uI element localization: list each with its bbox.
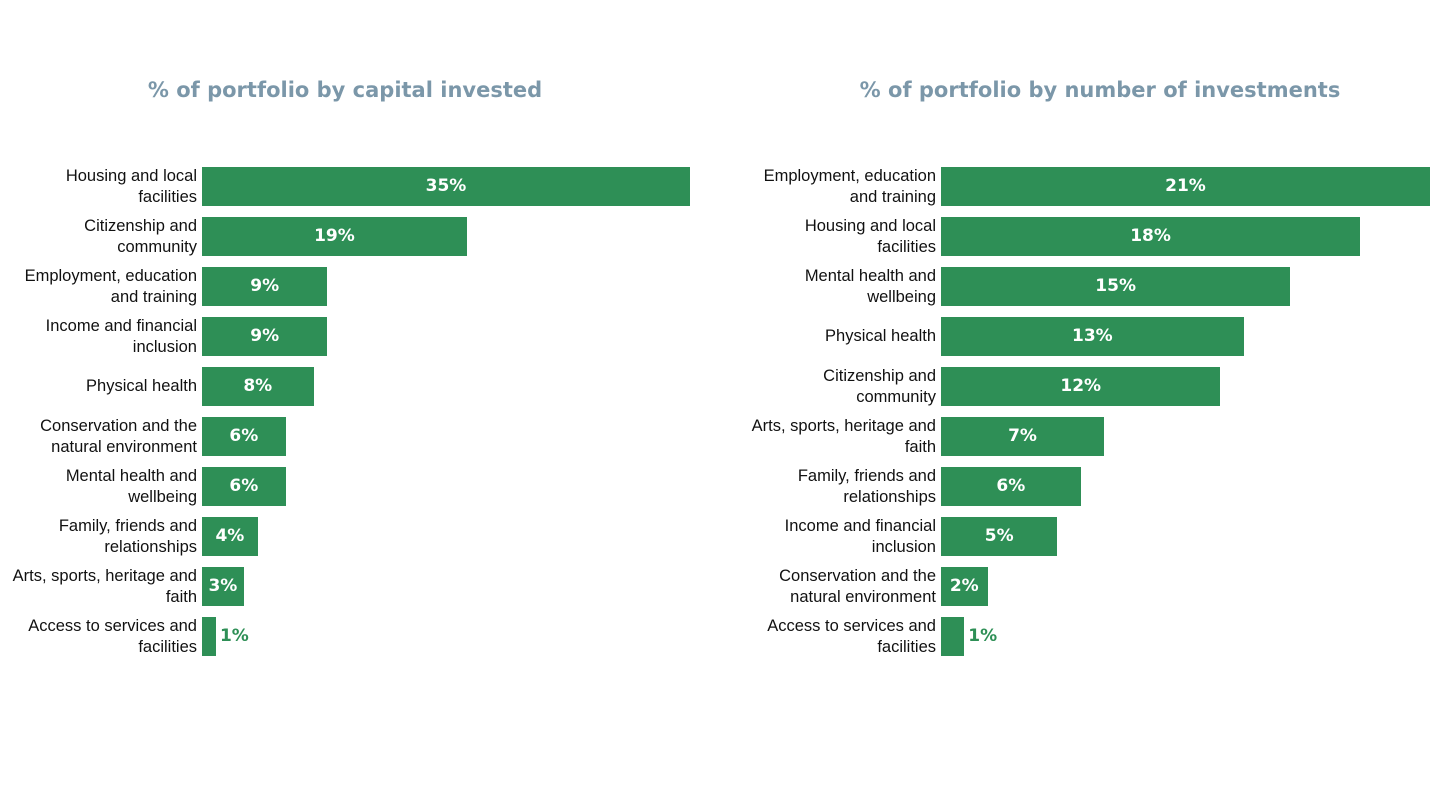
bar <box>202 267 328 306</box>
bar <box>941 217 1361 256</box>
value-label: 18% <box>1130 226 1171 246</box>
category-label: Housing and local facilities <box>65 166 197 206</box>
value-label: 5% <box>984 526 1014 546</box>
category-label: Conservation and the natural environment <box>779 566 936 606</box>
category-label: Physical health <box>86 377 197 395</box>
value-label: 9% <box>250 326 280 346</box>
category-label: Family, friends and relationships <box>797 466 936 506</box>
value-label: 13% <box>1072 326 1113 346</box>
category-label: Employment, education and training <box>763 166 936 206</box>
bar <box>202 467 286 506</box>
category-label: Income and financial inclusion <box>45 316 197 356</box>
category-label: Access to services and facilities <box>767 616 936 656</box>
value-label: 19% <box>314 226 355 246</box>
bar <box>202 167 690 206</box>
bar <box>941 367 1221 406</box>
value-label: 1% <box>968 626 998 646</box>
value-label: 1% <box>219 626 249 646</box>
bar <box>941 317 1244 356</box>
value-label: 2% <box>949 576 979 596</box>
chart-title: % of portfolio by capital invested <box>147 78 543 102</box>
bar <box>202 317 328 356</box>
value-label: 9% <box>250 276 280 296</box>
value-label: 21% <box>1165 176 1206 196</box>
bar <box>941 267 1291 306</box>
category-label: Income and financial inclusion <box>784 516 936 556</box>
value-label: 3% <box>208 576 238 596</box>
value-label: 8% <box>243 376 273 396</box>
category-label: Conservation and the natural environment <box>40 416 197 456</box>
bar <box>941 567 988 606</box>
category-label: Physical health <box>825 327 936 345</box>
category-label: Mental health and wellbeing <box>804 266 936 306</box>
category-label: Housing and local facilities <box>804 216 936 256</box>
value-label: 35% <box>425 176 467 196</box>
value-label: 12% <box>1060 376 1102 396</box>
value-label: 6% <box>229 426 259 446</box>
bar <box>202 367 314 406</box>
bar <box>941 467 1081 506</box>
bar <box>941 167 1430 206</box>
category-label: Employment, education and training <box>24 266 197 306</box>
bar <box>202 517 258 556</box>
category-label: Family, friends and relationships <box>58 516 197 556</box>
bar <box>202 617 216 656</box>
value-label: 7% <box>1008 426 1037 446</box>
category-label: Arts, sports, heritage and faith <box>751 416 936 456</box>
value-label: 6% <box>229 476 259 496</box>
bar <box>941 417 1104 456</box>
value-label: 15% <box>1095 276 1136 296</box>
chart-title: % of portfolio by number of investments <box>859 78 1341 102</box>
bar <box>202 217 467 256</box>
bar <box>202 567 244 606</box>
category-label: Mental health and wellbeing <box>65 466 197 506</box>
value-label: 6% <box>996 476 1026 496</box>
bar <box>941 617 965 656</box>
category-label: Access to services and facilities <box>28 616 197 656</box>
bar <box>941 517 1058 556</box>
category-label: Citizenship and community <box>84 216 197 256</box>
category-label: Arts, sports, heritage and faith <box>12 566 197 606</box>
value-label: 4% <box>215 526 245 546</box>
category-label: Citizenship and community <box>823 366 936 406</box>
bar <box>202 417 286 456</box>
